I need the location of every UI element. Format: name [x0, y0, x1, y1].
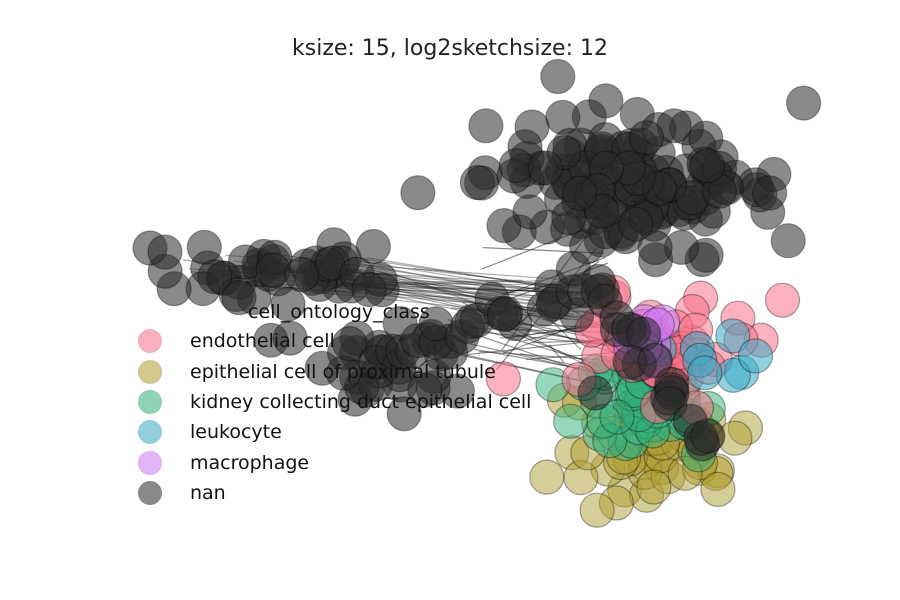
- legend-title: cell_ontology_class: [248, 301, 430, 323]
- node-nan: [486, 297, 522, 333]
- node-nan: [355, 228, 391, 265]
- legend-marker-epithelial-proximal-tubule: [138, 359, 162, 384]
- node-nan: [400, 175, 436, 211]
- node-leukocyte: [715, 318, 751, 354]
- node-nan: [637, 342, 673, 378]
- node-nan: [459, 164, 495, 201]
- node-nan: [512, 194, 548, 230]
- legend-label: leukocyte: [190, 421, 282, 444]
- node-endothelial-cell: [764, 282, 801, 318]
- node-nan: [332, 326, 368, 362]
- node-nan: [540, 58, 576, 95]
- node-nan: [785, 85, 822, 121]
- node-nan: [221, 280, 257, 316]
- legend-entry-macrophage: macrophage: [138, 448, 531, 478]
- node-nan: [752, 175, 788, 211]
- graph-edge: [366, 257, 562, 290]
- node-epithelial-proximal-tubule: [700, 471, 736, 507]
- legend-entry-leukocyte: leukocyte: [138, 417, 531, 447]
- node-nan: [468, 108, 504, 144]
- node-nan: [770, 223, 806, 259]
- legend-label: endothelial cell: [190, 330, 335, 353]
- legend-marker-endothelial-cell: [138, 329, 162, 354]
- node-nan: [577, 375, 613, 411]
- node-nan: [272, 320, 308, 356]
- legend-entry-kidney-collecting-duct: kidney collecting duct epithelial cell: [138, 387, 531, 417]
- node-nan: [562, 175, 598, 211]
- node-nan: [386, 396, 422, 432]
- graph-edge: [368, 268, 556, 315]
- node-epithelial-proximal-tubule: [579, 492, 615, 528]
- graph-edge: [548, 344, 565, 363]
- node-nan: [270, 286, 306, 322]
- node-endothelial-cell: [485, 361, 521, 397]
- node-nan: [689, 148, 726, 184]
- legend-entry-nan: nan: [138, 478, 531, 508]
- node-nan: [618, 206, 654, 242]
- node-kidney-collecting-duct: [599, 399, 635, 435]
- legend-label: nan: [190, 482, 226, 505]
- node-nan: [284, 257, 320, 293]
- legend-entry-epithelial-proximal-tubule: epithelial cell of proximal tubule: [138, 356, 531, 386]
- node-leukocyte: [687, 355, 723, 391]
- legend-label: macrophage: [190, 451, 310, 474]
- node-epithelial-proximal-tubule: [529, 459, 565, 495]
- node-nan: [147, 234, 183, 270]
- legend-marker-leukocyte: [138, 420, 162, 445]
- legend-label: epithelial cell of proximal tubule: [190, 360, 496, 383]
- node-nan: [527, 150, 563, 186]
- node-leukocyte: [737, 338, 774, 374]
- node-nan: [588, 83, 624, 119]
- node-nan: [690, 418, 726, 454]
- chart-title: ksize: 15, log2sketchsize: 12: [292, 36, 608, 61]
- node-nan: [628, 120, 665, 156]
- legend-marker-kidney-collecting-duct: [138, 389, 162, 414]
- node-epithelial-proximal-tubule: [636, 469, 672, 505]
- graph-edge: [395, 273, 483, 307]
- legend: cell_ontology_class endothelial cell epi…: [138, 298, 531, 508]
- node-nan: [351, 272, 387, 308]
- legend-marker-nan: [138, 481, 162, 506]
- legend-entry-endothelial-cell: endothelial cell: [138, 326, 531, 356]
- node-nan: [407, 372, 443, 408]
- node-nan: [197, 259, 233, 295]
- node-kidney-collecting-duct: [552, 403, 589, 439]
- legend-marker-macrophage: [138, 450, 162, 475]
- graph-nodes: [132, 58, 822, 528]
- legend-label: kidney collecting duct epithelial cell: [190, 390, 532, 413]
